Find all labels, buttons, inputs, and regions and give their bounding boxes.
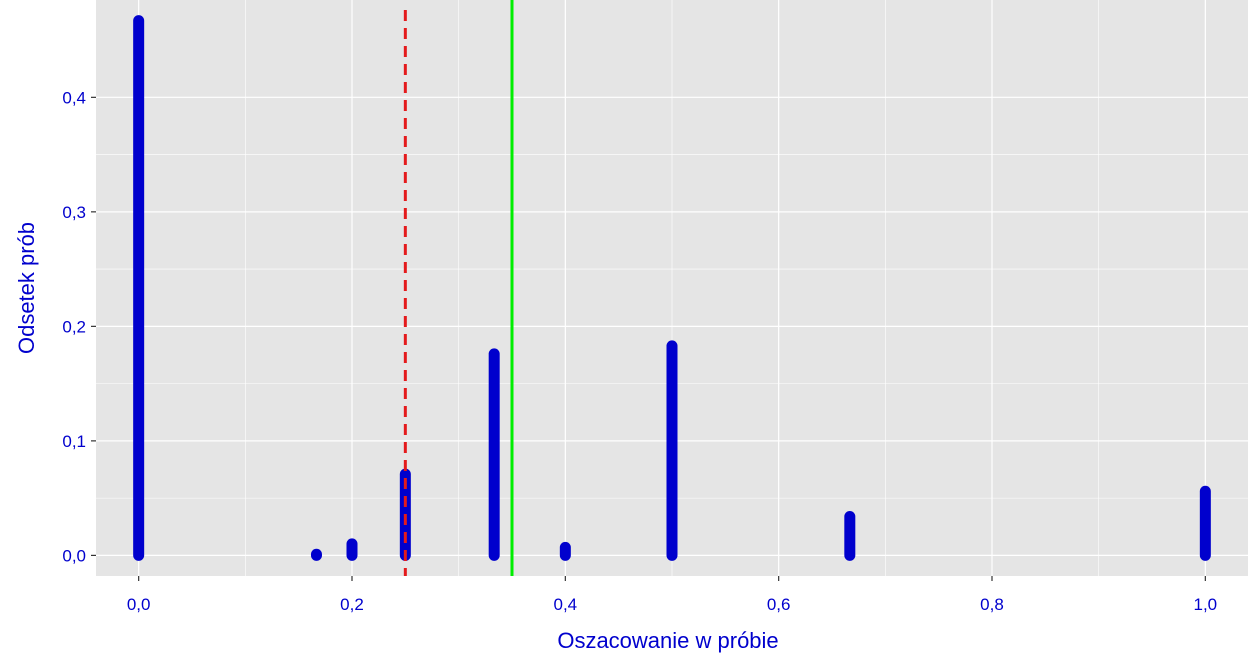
x-axis-title: Oszacowanie w próbie bbox=[557, 628, 778, 653]
x-tick-label: 0,4 bbox=[554, 595, 578, 614]
x-axis-ticks: 0,0 0,2 0,4 0,6 0,8 1,0 bbox=[127, 576, 1217, 614]
y-tick-label: 0,0 bbox=[62, 546, 86, 565]
y-tick-label: 0,4 bbox=[62, 88, 86, 107]
reference-lines bbox=[403, 0, 514, 576]
x-tick-label: 0,2 bbox=[340, 595, 364, 614]
x-tick-label: 0,0 bbox=[127, 595, 151, 614]
x-tick-label: 0,8 bbox=[980, 595, 1004, 614]
y-tick-label: 0,3 bbox=[62, 203, 86, 222]
x-tick-label: 0,6 bbox=[767, 595, 791, 614]
y-tick-label: 0,2 bbox=[62, 317, 86, 336]
y-axis-ticks: 0,0 0,1 0,2 0,3 0,4 bbox=[62, 88, 96, 565]
x-tick-label: 1,0 bbox=[1194, 595, 1218, 614]
y-tick-label: 0,1 bbox=[62, 432, 86, 451]
y-axis-title: Odsetek prób bbox=[14, 222, 39, 354]
